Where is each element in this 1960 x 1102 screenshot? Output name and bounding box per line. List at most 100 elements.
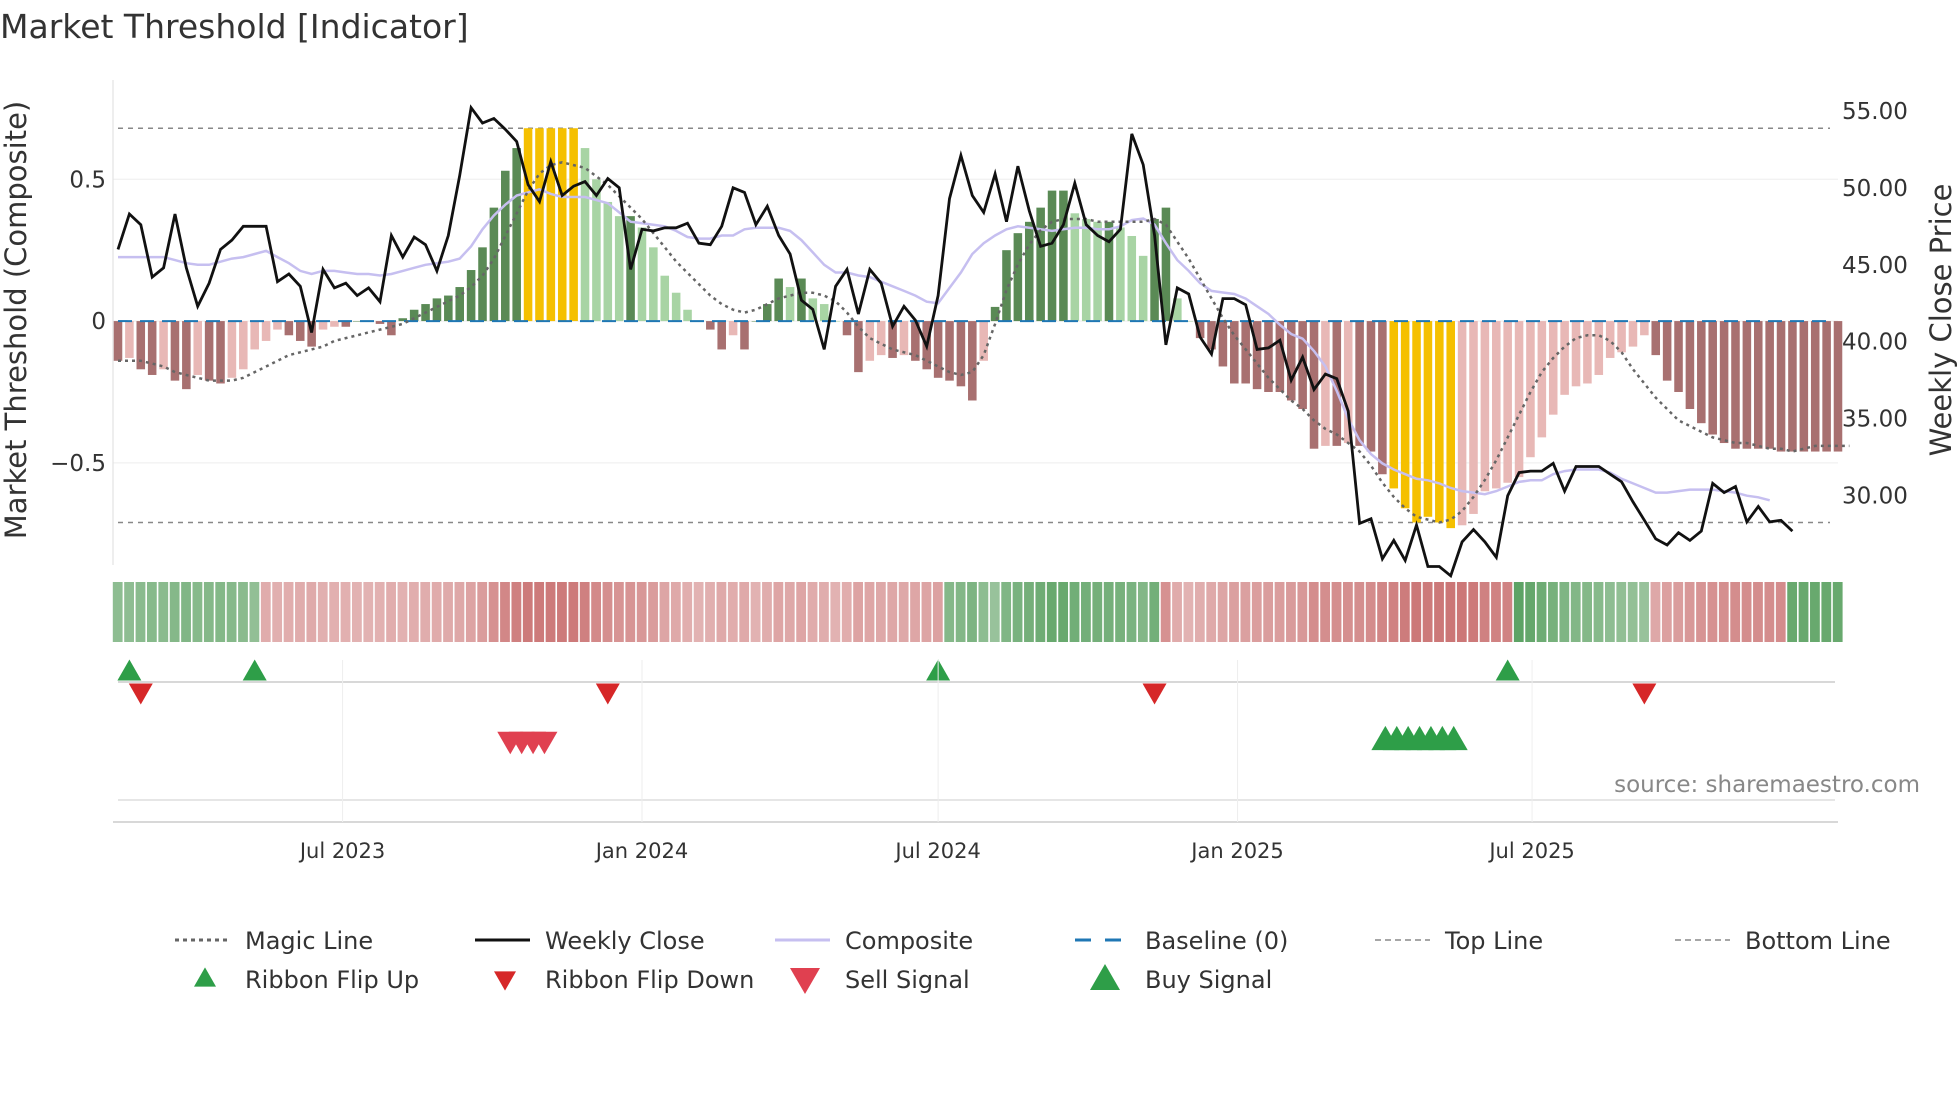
histogram-bar — [876, 321, 886, 356]
histogram-bar — [979, 321, 988, 361]
ribbon-cell — [500, 582, 510, 642]
ribbon-cell — [1661, 582, 1672, 642]
ribbon-cell — [1058, 582, 1069, 642]
histogram-bar — [1230, 321, 1239, 384]
ribbon-cell — [1103, 582, 1114, 642]
ribbon-cell — [1548, 582, 1558, 642]
legend-item: Composite — [775, 927, 973, 955]
ribbon-cell — [1559, 582, 1570, 642]
ribbon-cell — [853, 582, 863, 642]
ribbon-cell — [295, 582, 305, 642]
right-axis: 55.00 50.00 45.00 40.00 35.00 30.00 — [1842, 99, 1908, 510]
histogram-bar — [751, 321, 761, 322]
ribbon-cell — [1365, 582, 1376, 642]
histogram-bar — [1013, 233, 1023, 322]
ribbon-cell — [477, 582, 488, 642]
histogram-bar — [1412, 321, 1421, 523]
histogram-bar — [933, 321, 943, 378]
histogram-bar — [1753, 321, 1763, 449]
histogram-bar — [865, 321, 875, 361]
histogram-bar — [1127, 235, 1137, 322]
ribbon-cell — [522, 582, 533, 642]
ribbon-cell — [283, 582, 294, 642]
ribbon-cell — [591, 582, 602, 642]
histogram-bar — [352, 321, 362, 322]
histogram-bar — [1697, 321, 1706, 424]
ribbon-cell — [727, 582, 738, 642]
ribbon-cell — [1456, 582, 1467, 642]
histogram-bar — [1674, 321, 1683, 392]
ribbon-cell — [1297, 582, 1308, 642]
ribbon-cell — [1217, 582, 1228, 642]
histogram-bar — [1560, 321, 1569, 395]
right-tick-label: 50.00 — [1842, 176, 1908, 202]
histogram-bar — [1719, 321, 1729, 444]
histogram-bar — [968, 321, 977, 401]
ribbon-cell — [1388, 582, 1399, 642]
histogram-bar — [1526, 321, 1535, 458]
legend-label: Baseline (0) — [1145, 927, 1288, 955]
histogram-bar — [466, 270, 476, 322]
ribbon-cell — [1092, 582, 1103, 642]
histogram-bar — [1173, 298, 1182, 322]
histogram-bar — [1104, 221, 1114, 322]
histogram-bar — [1378, 321, 1387, 475]
histogram-bar — [1195, 321, 1205, 339]
histogram-bar — [1309, 321, 1319, 449]
histogram-bar — [1810, 321, 1820, 452]
histogram-bar — [1241, 321, 1250, 384]
ribbon-cell — [1445, 582, 1456, 642]
histogram-bar — [888, 321, 897, 358]
histogram-bar — [580, 148, 590, 322]
histogram-bar — [193, 321, 203, 375]
ribbon-cell — [1810, 582, 1820, 642]
ribbon-cell — [898, 582, 909, 642]
ribbon-cell — [1320, 582, 1331, 642]
ribbon-cell — [1229, 582, 1239, 642]
x-tick-label: Jul 2025 — [1487, 839, 1574, 863]
histogram-bar — [763, 304, 772, 322]
ribbon-cell — [887, 582, 898, 642]
ribbon-cell — [317, 582, 328, 642]
ribbon-cell — [819, 582, 829, 642]
histogram-bar — [1332, 321, 1342, 446]
ribbon-cell — [636, 582, 647, 642]
histogram-bar — [1138, 255, 1148, 322]
ribbon-cell — [226, 582, 237, 642]
ribbon-flip-down-marker — [128, 683, 153, 705]
ribbon-cell — [340, 582, 351, 642]
legend-label: Top Line — [1444, 927, 1543, 955]
histogram-bar — [1788, 321, 1797, 452]
histogram-bar — [1264, 321, 1273, 392]
left-tick-label: −0.5 — [50, 451, 106, 477]
histogram-bar — [1389, 321, 1399, 489]
ribbon-cell — [1798, 582, 1809, 642]
ribbon-cell — [705, 582, 715, 642]
histogram-bar — [512, 148, 521, 322]
histogram-bar — [1275, 321, 1285, 392]
histogram-bar — [341, 321, 351, 327]
right-tick-label: 30.00 — [1842, 484, 1908, 510]
histogram-bar — [250, 321, 259, 350]
histogram-bar — [1571, 321, 1581, 387]
histogram-bar — [1024, 221, 1034, 322]
histogram-bar — [854, 321, 863, 373]
ribbon-cell — [1411, 582, 1422, 642]
histogram-bar — [318, 321, 328, 330]
histogram-bar — [216, 321, 225, 384]
histogram-bar — [1594, 321, 1604, 375]
ribbon-cell — [762, 582, 772, 642]
ribbon-cell — [1513, 582, 1524, 642]
histogram-bar — [489, 207, 499, 322]
ribbon-cell — [557, 582, 567, 642]
histogram-bar — [1366, 321, 1376, 452]
histogram-bar — [1070, 213, 1080, 322]
histogram-bar — [1617, 321, 1626, 353]
chart-title: Market Threshold [Indicator] — [0, 7, 469, 46]
histogram-bar — [1548, 321, 1558, 415]
ribbon-cell — [682, 582, 693, 642]
ribbon-cell — [1696, 582, 1706, 642]
histogram-bar — [170, 321, 180, 381]
ribbon-flip-up-marker — [117, 659, 142, 681]
